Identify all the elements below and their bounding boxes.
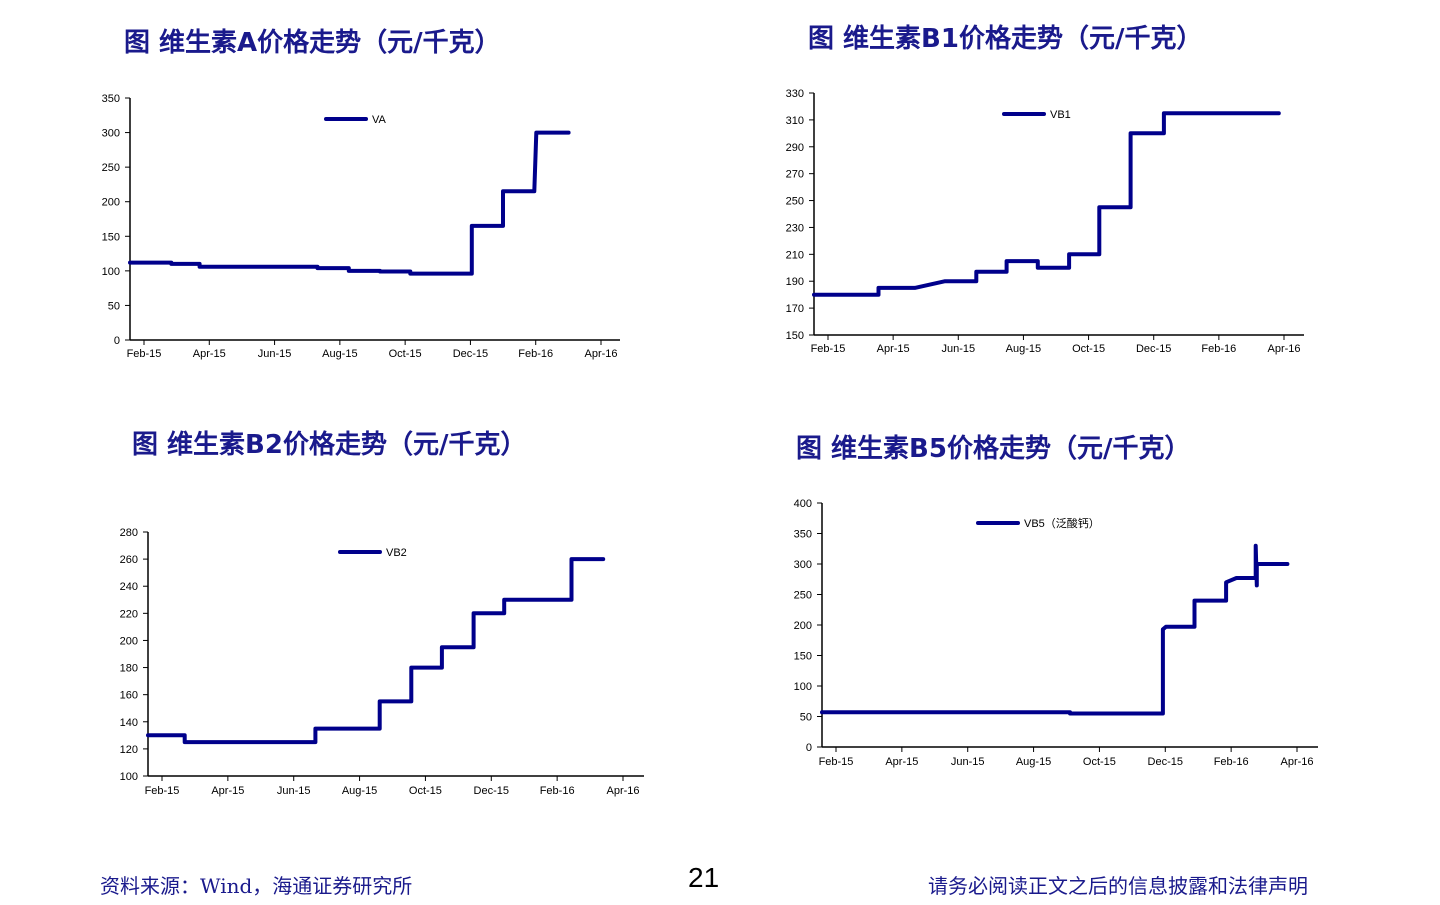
y-tick-label: 220 [120, 608, 138, 620]
y-tick-label: 350 [102, 93, 120, 105]
y-tick-label: 330 [786, 88, 804, 100]
y-tick-label: 170 [786, 303, 804, 315]
x-tick-label: Oct-15 [1083, 756, 1116, 768]
y-tick-label: 300 [102, 128, 120, 140]
series-line [146, 557, 606, 745]
x-tick-label: Apr-15 [877, 343, 910, 355]
x-tick-label: Apr-15 [211, 785, 244, 797]
legend-label: VB2 [386, 547, 407, 559]
x-tick-label: Aug-15 [1016, 756, 1051, 768]
y-tick-label: 300 [794, 559, 812, 571]
disclaimer: 请务必阅读正文之后的信息披露和法律声明 [928, 874, 1308, 898]
x-tick-label: Feb-15 [819, 756, 854, 768]
x-tick-label: Apr-15 [885, 756, 918, 768]
y-tick-label: 100 [120, 771, 138, 783]
y-tick-label: 150 [786, 330, 804, 342]
x-tick-label: Jun-15 [258, 348, 292, 360]
x-tick-label: Apr-16 [606, 785, 639, 797]
x-tick-label: Apr-16 [1267, 343, 1300, 355]
x-tick-label: Dec-15 [1148, 756, 1183, 768]
x-tick-label: Feb-15 [145, 785, 180, 797]
x-tick-label: Apr-15 [193, 348, 226, 360]
x-tick-label: Oct-15 [1072, 343, 1105, 355]
x-tick-label: Jun-15 [951, 756, 985, 768]
y-tick-label: 250 [794, 590, 812, 602]
x-tick-label: Aug-15 [1006, 343, 1041, 355]
x-tick-label: Feb-15 [811, 343, 846, 355]
y-tick-label: 140 [120, 717, 138, 729]
x-tick-label: Jun-15 [277, 785, 311, 797]
y-tick-label: 180 [120, 663, 138, 675]
y-tick-label: 290 [786, 142, 804, 154]
x-tick-label: Feb-16 [1201, 343, 1236, 355]
y-tick-label: 150 [794, 651, 812, 663]
x-tick-label: Feb-16 [540, 785, 575, 797]
y-tick-label: 270 [786, 169, 804, 181]
y-tick-label: 120 [120, 744, 138, 756]
x-tick-label: Feb-16 [518, 348, 553, 360]
legend-label: VA [372, 114, 387, 126]
series-line [812, 111, 1281, 297]
y-tick-label: 50 [108, 300, 120, 312]
x-tick-label: Apr-16 [1280, 756, 1313, 768]
y-tick-label: 250 [102, 162, 120, 174]
y-tick-label: 200 [120, 635, 138, 647]
x-tick-label: Feb-16 [1214, 756, 1249, 768]
x-tick-label: Dec-15 [453, 348, 488, 360]
y-tick-label: 200 [102, 197, 120, 209]
y-tick-label: 160 [120, 690, 138, 702]
source-note: 资料来源：Wind，海通证券研究所 [100, 874, 413, 898]
chart-a-title: 图 维生素A价格走势（元/千克） [124, 28, 501, 58]
x-tick-label: Dec-15 [1136, 343, 1171, 355]
chart-b1-title: 图 维生素B1价格走势（元/千克） [808, 24, 1203, 54]
y-tick-label: 280 [120, 527, 138, 539]
y-tick-label: 260 [120, 554, 138, 566]
y-tick-label: 230 [786, 222, 804, 234]
y-tick-label: 0 [114, 335, 120, 347]
chart-b5-title: 图 维生素B5价格走势（元/千克） [796, 434, 1191, 464]
y-tick-label: 250 [786, 196, 804, 208]
series-line [820, 543, 1290, 716]
y-tick-label: 310 [786, 115, 804, 127]
x-tick-label: Jun-15 [941, 343, 975, 355]
y-tick-label: 210 [786, 249, 804, 261]
y-tick-label: 240 [120, 581, 138, 593]
legend-label: VB1 [1050, 109, 1071, 121]
y-tick-label: 50 [800, 712, 812, 724]
y-tick-label: 150 [102, 231, 120, 243]
chart-b2-title: 图 维生素B2价格走势（元/千克） [132, 430, 527, 460]
y-tick-label: 350 [794, 529, 812, 541]
y-tick-label: 190 [786, 276, 804, 288]
y-tick-label: 0 [806, 742, 812, 754]
x-tick-label: Aug-15 [322, 348, 357, 360]
x-tick-label: Apr-16 [584, 348, 617, 360]
y-tick-label: 100 [794, 681, 812, 693]
y-tick-label: 100 [102, 266, 120, 278]
x-tick-label: Feb-15 [127, 348, 162, 360]
y-tick-label: 400 [794, 498, 812, 510]
x-tick-label: Aug-15 [342, 785, 377, 797]
x-tick-label: Oct-15 [389, 348, 422, 360]
page-number: 21 [688, 862, 720, 893]
x-tick-label: Oct-15 [409, 785, 442, 797]
legend-label: VB5（泛酸钙） [1024, 516, 1100, 530]
series-line [128, 130, 571, 276]
y-tick-label: 200 [794, 620, 812, 632]
x-tick-label: Dec-15 [474, 785, 509, 797]
